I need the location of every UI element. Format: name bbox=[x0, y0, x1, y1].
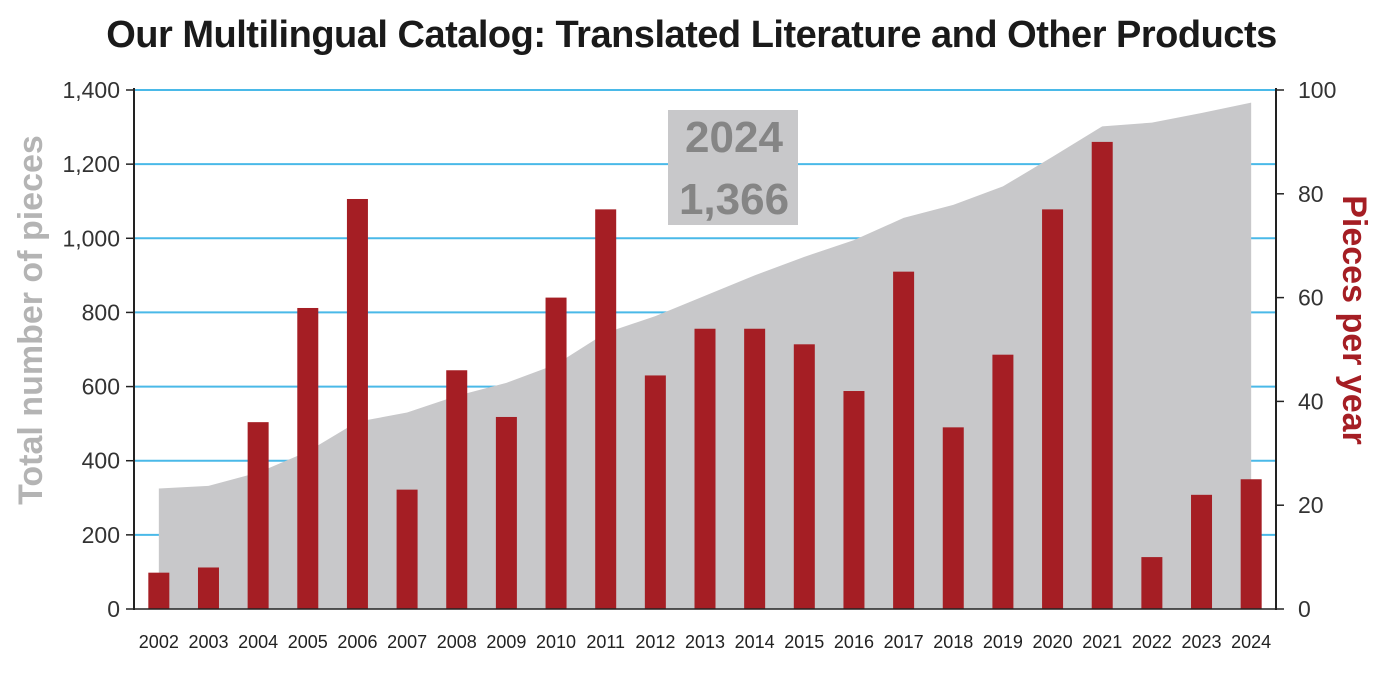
bars-layer bbox=[148, 141, 1262, 610]
x-tick-label: 2021 bbox=[1082, 632, 1122, 652]
callout-value: 1,366 bbox=[679, 175, 789, 224]
x-tick-label: 2005 bbox=[288, 632, 328, 652]
bar-2018 bbox=[942, 427, 964, 609]
left-tick-label: 600 bbox=[82, 374, 120, 400]
chart-title: Our Multilingual Catalog: Translated Lit… bbox=[106, 14, 1277, 56]
bar-2003 bbox=[197, 567, 219, 609]
x-tick-label: 2017 bbox=[884, 632, 924, 652]
x-tick-label: 2008 bbox=[437, 632, 477, 652]
x-tick-label: 2007 bbox=[387, 632, 427, 652]
bar-2013 bbox=[694, 328, 716, 609]
x-tick-label: 2011 bbox=[586, 632, 625, 652]
bar-2010 bbox=[545, 297, 567, 609]
x-tick-label: 2003 bbox=[188, 632, 228, 652]
x-tick-label: 2020 bbox=[1033, 632, 1073, 652]
bar-2024 bbox=[1240, 479, 1262, 609]
x-tick-label: 2009 bbox=[486, 632, 526, 652]
bar-2011 bbox=[595, 209, 617, 609]
right-tick-label: 40 bbox=[1298, 388, 1324, 414]
left-tick-label: 0 bbox=[107, 596, 120, 622]
x-tick-label: 2018 bbox=[933, 632, 973, 652]
bar-2015 bbox=[793, 344, 815, 609]
bar-2009 bbox=[495, 416, 517, 609]
bar-2006 bbox=[346, 198, 368, 610]
bar-2023 bbox=[1191, 494, 1213, 609]
bar-2007 bbox=[396, 489, 418, 609]
bar-2012 bbox=[644, 375, 666, 609]
x-tick-label: 2012 bbox=[635, 632, 675, 652]
x-tick-label: 2015 bbox=[784, 632, 824, 652]
bar-2002 bbox=[148, 572, 170, 609]
bar-2016 bbox=[843, 391, 865, 609]
right-tick-label: 60 bbox=[1298, 285, 1324, 311]
right-tick-label: 80 bbox=[1298, 181, 1324, 207]
x-tick-label: 2014 bbox=[735, 632, 775, 652]
x-tick-label: 2013 bbox=[685, 632, 725, 652]
left-tick-label: 1,000 bbox=[62, 225, 120, 251]
left-ticks: 0 200 400 600 800 1,000 1,200 1,400 bbox=[62, 77, 134, 622]
left-tick-label: 1,200 bbox=[62, 151, 120, 177]
bar-2019 bbox=[992, 354, 1014, 609]
x-tick-label: 2002 bbox=[139, 632, 179, 652]
right-tick-label: 100 bbox=[1298, 77, 1336, 103]
x-ticks: 2002 2003 2004 2005 2006 2007 2008 2009 2010 2011… bbox=[139, 632, 1271, 652]
bar-2005 bbox=[297, 307, 319, 609]
right-tick-label: 20 bbox=[1298, 492, 1324, 518]
x-tick-label: 2019 bbox=[983, 632, 1023, 652]
x-tick-label: 2004 bbox=[238, 632, 278, 652]
right-tick-label: 0 bbox=[1298, 596, 1311, 622]
left-tick-label: 1,400 bbox=[62, 77, 120, 103]
bar-2014 bbox=[744, 328, 766, 609]
y-axis-label-left: Total number of pieces bbox=[12, 135, 50, 505]
x-tick-label: 2010 bbox=[536, 632, 576, 652]
callout-year: 2024 bbox=[685, 113, 783, 162]
bar-2004 bbox=[247, 422, 269, 609]
bar-2017 bbox=[893, 271, 915, 609]
left-tick-label: 800 bbox=[82, 299, 120, 325]
left-tick-label: 200 bbox=[82, 522, 120, 548]
callout: 2024 1,366 bbox=[668, 110, 798, 225]
x-tick-label: 2024 bbox=[1231, 632, 1271, 652]
axes bbox=[133, 88, 1277, 610]
x-tick-label: 2022 bbox=[1132, 632, 1172, 652]
x-tick-label: 2006 bbox=[337, 632, 377, 652]
right-ticks: 0 20 40 60 80 100 bbox=[1276, 77, 1336, 622]
x-tick-label: 2016 bbox=[834, 632, 874, 652]
bar-2021 bbox=[1091, 141, 1113, 609]
bar-2008 bbox=[446, 370, 468, 609]
x-tick-label: 2023 bbox=[1181, 632, 1221, 652]
left-tick-label: 400 bbox=[82, 448, 120, 474]
bar-2020 bbox=[1042, 209, 1064, 609]
callout-background bbox=[668, 110, 798, 225]
bar-2022 bbox=[1141, 557, 1163, 609]
y-axis-label-right: Pieces per year bbox=[1335, 195, 1373, 445]
